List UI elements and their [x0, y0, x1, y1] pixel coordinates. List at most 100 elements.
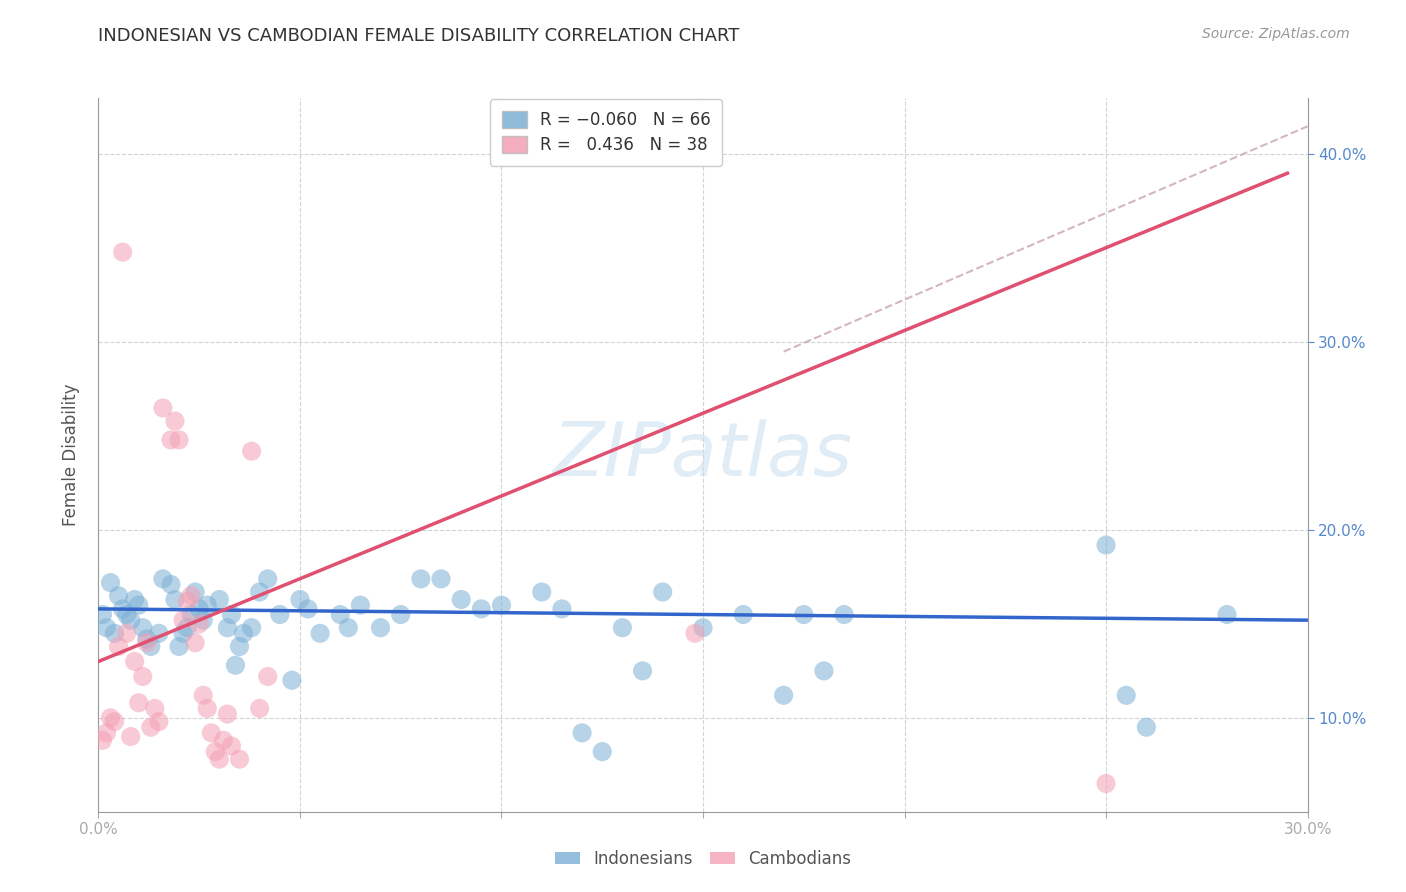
Point [269, 607, 291, 622]
Point [195, 701, 218, 715]
Point [195, 598, 218, 612]
Point [1095, 538, 1118, 552]
Point [450, 592, 472, 607]
Text: Source: ZipAtlas.com: Source: ZipAtlas.com [1202, 27, 1350, 41]
Point [1216, 607, 1239, 622]
Point [148, 714, 170, 729]
Point [103, 714, 125, 729]
Point [96, 726, 118, 740]
Point [337, 621, 360, 635]
Point [163, 414, 186, 428]
Point [167, 640, 190, 654]
Point [217, 707, 239, 722]
Point [100, 711, 122, 725]
Point [208, 592, 231, 607]
Point [172, 613, 194, 627]
Point [256, 669, 278, 683]
Point [793, 607, 815, 622]
Point [124, 655, 146, 669]
Point [651, 585, 673, 599]
Point [1135, 720, 1157, 734]
Point [228, 752, 250, 766]
Point [256, 572, 278, 586]
Point [193, 613, 215, 627]
Point [143, 701, 166, 715]
Point [249, 701, 271, 715]
Point [228, 640, 250, 654]
Point [184, 585, 207, 599]
Legend: Indonesians, Cambodians: Indonesians, Cambodians [548, 844, 858, 875]
Point [221, 607, 243, 622]
Point [551, 602, 574, 616]
Text: ZIPatlas: ZIPatlas [553, 419, 853, 491]
Point [832, 607, 855, 622]
Point [184, 636, 207, 650]
Point [180, 607, 202, 622]
Point [212, 733, 235, 747]
Point [91, 733, 114, 747]
Point [409, 572, 432, 586]
Point [120, 613, 142, 627]
Point [128, 598, 150, 612]
Point [152, 401, 174, 415]
Point [430, 572, 453, 586]
Point [349, 598, 371, 612]
Point [193, 688, 215, 702]
Point [200, 726, 222, 740]
Point [329, 607, 352, 622]
Point [370, 621, 392, 635]
Point [772, 688, 794, 702]
Point [249, 585, 271, 599]
Point [163, 592, 186, 607]
Point [111, 602, 134, 616]
Point [135, 636, 157, 650]
Point [813, 664, 835, 678]
Point [115, 626, 138, 640]
Point [120, 730, 142, 744]
Point [160, 577, 183, 591]
Point [221, 739, 243, 753]
Point [692, 621, 714, 635]
Point [115, 607, 138, 622]
Point [176, 621, 198, 635]
Y-axis label: Female Disability: Female Disability [62, 384, 80, 526]
Point [135, 632, 157, 646]
Point [571, 726, 593, 740]
Point [217, 621, 239, 635]
Point [224, 658, 246, 673]
Point [160, 433, 183, 447]
Point [139, 640, 162, 654]
Point [1095, 776, 1118, 790]
Text: INDONESIAN VS CAMBODIAN FEMALE DISABILITY CORRELATION CHART: INDONESIAN VS CAMBODIAN FEMALE DISABILIT… [98, 27, 740, 45]
Point [530, 585, 553, 599]
Point [208, 752, 231, 766]
Point [470, 602, 492, 616]
Point [96, 621, 118, 635]
Point [612, 621, 634, 635]
Point [240, 621, 263, 635]
Point [91, 607, 114, 622]
Point [240, 444, 263, 458]
Point [491, 598, 513, 612]
Point [188, 602, 211, 616]
Point [288, 592, 311, 607]
Point [591, 745, 613, 759]
Point [188, 616, 211, 631]
Point [176, 594, 198, 608]
Point [297, 602, 319, 616]
Point [631, 664, 654, 678]
Point [683, 626, 706, 640]
Point [111, 245, 134, 260]
Point [107, 589, 129, 603]
Point [733, 607, 755, 622]
Point [172, 626, 194, 640]
Point [309, 626, 332, 640]
Point [132, 669, 155, 683]
Point [124, 592, 146, 607]
Point [103, 626, 125, 640]
Point [232, 626, 254, 640]
Point [132, 621, 155, 635]
Point [152, 572, 174, 586]
Point [107, 640, 129, 654]
Point [281, 673, 304, 688]
